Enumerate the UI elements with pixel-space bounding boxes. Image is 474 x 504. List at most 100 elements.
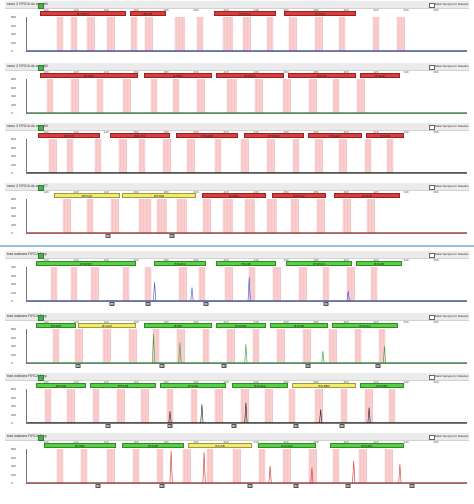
allele-bin[interactable]: B7H4A2 bbox=[272, 193, 326, 198]
trace-peak[interactable] bbox=[152, 334, 155, 364]
mark-deletion-checkbox[interactable] bbox=[429, 314, 435, 320]
peak-callout[interactable]: 324 bbox=[375, 364, 381, 368]
allele-bin[interactable]: B7H4B bbox=[270, 323, 328, 328]
allele-bin[interactable]: B7H4R2 bbox=[216, 323, 266, 328]
mark-deletion-checkbox[interactable] bbox=[429, 184, 435, 190]
peak-callout[interactable]: 160 bbox=[159, 484, 165, 488]
allele-bin[interactable]: B7H5FR bbox=[36, 261, 136, 266]
trace-peak[interactable] bbox=[168, 411, 172, 424]
trace-peak[interactable] bbox=[244, 402, 248, 424]
mark-deletion-checkbox[interactable] bbox=[429, 374, 435, 380]
trace-peak[interactable] bbox=[367, 407, 371, 424]
trace-peak[interactable] bbox=[169, 450, 173, 484]
allele-bin[interactable]: B7LAB bbox=[188, 443, 252, 448]
peak-callout[interactable]: 130 bbox=[95, 484, 101, 488]
peak-callout[interactable]: 200 bbox=[203, 302, 209, 306]
allele-bin[interactable]: B7H4F3 bbox=[154, 261, 206, 266]
allele-bin[interactable]: B7H4R8 bbox=[176, 133, 238, 138]
allele-bin[interactable]: B7H4B bbox=[160, 383, 226, 388]
trace-plot[interactable] bbox=[26, 199, 467, 234]
trace-peak[interactable] bbox=[190, 287, 194, 302]
peak-callout[interactable]: 266 bbox=[293, 424, 299, 428]
peak-callout[interactable]: 148 bbox=[145, 302, 151, 306]
allele-bin[interactable]: B7H5C3 bbox=[286, 261, 352, 266]
peak-callout[interactable]: 114 bbox=[109, 302, 115, 306]
allele-bin[interactable]: B7H4B4 bbox=[360, 383, 404, 388]
allele-bin[interactable]: B7H40 bbox=[360, 73, 400, 78]
allele-bin[interactable]: B7H49 bbox=[284, 11, 356, 16]
mark-deletion-checkbox[interactable] bbox=[429, 252, 435, 258]
trace-peak[interactable] bbox=[383, 345, 386, 364]
allele-bin[interactable]: B7H4B bbox=[356, 261, 402, 266]
peak-callout[interactable]: 113 bbox=[75, 364, 81, 368]
allele-bin[interactable]: B7L48 bbox=[130, 11, 166, 16]
peak-callout[interactable]: 268 bbox=[305, 364, 311, 368]
allele-bin[interactable]: B7IX8F3 bbox=[40, 11, 126, 16]
allele-bin[interactable]: B7M83 bbox=[144, 73, 212, 78]
allele-bin[interactable]: B7IX8R bbox=[122, 193, 196, 198]
allele-bin[interactable]: B7H5C3 bbox=[216, 73, 284, 78]
peak-callout[interactable]: 296 bbox=[345, 484, 351, 488]
peak-callout[interactable]: 158 bbox=[167, 424, 173, 428]
peak-callout[interactable]: 258 bbox=[293, 484, 299, 488]
mark-deletion-checkbox[interactable] bbox=[429, 2, 435, 8]
trace-peak[interactable] bbox=[153, 282, 157, 302]
trace-plot[interactable] bbox=[26, 267, 467, 302]
allele-bin[interactable]: B7L4B bbox=[216, 261, 276, 266]
peak-callout[interactable]: 198 bbox=[231, 424, 237, 428]
peak-callout[interactable]: 129 bbox=[105, 424, 111, 428]
trace-peak[interactable] bbox=[178, 342, 182, 364]
allele-bin[interactable]: B7IXAN bbox=[54, 193, 120, 198]
allele-bin[interactable]: B7I48 bbox=[144, 323, 212, 328]
trace-peak[interactable] bbox=[247, 277, 251, 302]
trace-plot[interactable] bbox=[26, 389, 467, 424]
peak-callout[interactable]: 338 bbox=[409, 484, 415, 488]
allele-bin[interactable]: B7H4B bbox=[366, 133, 404, 138]
allele-bin[interactable]: B7LBN bbox=[40, 73, 138, 78]
mark-deletion-checkbox[interactable] bbox=[429, 124, 435, 130]
allele-bin[interactable]: B7L4T2 bbox=[110, 133, 170, 138]
allele-bin[interactable]: B7IX8N bbox=[36, 323, 76, 328]
trace-peak[interactable] bbox=[398, 464, 402, 484]
trace-peak[interactable] bbox=[202, 452, 206, 484]
allele-bin[interactable]: B7H4A3 bbox=[308, 133, 362, 138]
allele-bin[interactable]: B7IX4R bbox=[36, 383, 86, 388]
allele-bin[interactable]: B7IX8F bbox=[44, 443, 116, 448]
peak-callout[interactable]: 198 bbox=[221, 364, 227, 368]
trace-peak[interactable] bbox=[346, 290, 350, 302]
allele-bin[interactable]: B7LBI4 bbox=[202, 193, 266, 198]
trace-peak[interactable] bbox=[321, 351, 325, 364]
allele-bin[interactable]: B7M4A2 bbox=[244, 133, 304, 138]
allele-bin[interactable]: B7H4A3 bbox=[332, 323, 398, 328]
trace-plot[interactable] bbox=[26, 329, 467, 364]
allele-bin[interactable]: B7LBB2 bbox=[292, 383, 356, 388]
allele-bin[interactable]: B7H4B bbox=[334, 193, 400, 198]
allele-bin[interactable]: B7LAM bbox=[78, 323, 136, 328]
trace-peak[interactable] bbox=[319, 409, 323, 424]
peak-callout[interactable]: 112 bbox=[105, 234, 111, 238]
allele-bin[interactable]: B7H5C3 bbox=[214, 11, 276, 16]
allele-bin[interactable]: B7IXAB bbox=[90, 383, 156, 388]
peak-callout[interactable]: 160 bbox=[169, 234, 175, 238]
trace-peak[interactable] bbox=[200, 404, 204, 424]
peak-callout[interactable]: 138 bbox=[159, 364, 165, 368]
peak-callout[interactable]: 220 bbox=[247, 484, 253, 488]
trace-plot[interactable] bbox=[26, 79, 467, 114]
trace-peak[interactable] bbox=[352, 460, 356, 484]
allele-bin[interactable]: B7H4A2 bbox=[232, 383, 288, 388]
allele-bin[interactable]: B7IX7N bbox=[38, 133, 100, 138]
allele-bin[interactable]: B7H4B bbox=[122, 443, 184, 448]
allele-bin[interactable]: B7H49 bbox=[288, 73, 356, 78]
trace-peak[interactable] bbox=[268, 465, 272, 484]
mark-deletion-checkbox[interactable] bbox=[429, 434, 435, 440]
peak-callout[interactable]: 310 bbox=[339, 424, 345, 428]
trace-plot[interactable] bbox=[26, 17, 467, 52]
trace-plot[interactable] bbox=[26, 449, 467, 484]
trace-peak[interactable] bbox=[310, 467, 314, 484]
allele-bin[interactable]: B7H4B4 bbox=[330, 443, 404, 448]
trace-peak[interactable] bbox=[244, 344, 248, 364]
allele-bin[interactable]: B7H4A2 bbox=[258, 443, 316, 448]
peak-callout[interactable]: 290 bbox=[323, 302, 329, 306]
trace-plot[interactable] bbox=[26, 139, 467, 174]
mark-deletion-checkbox[interactable] bbox=[429, 64, 435, 70]
